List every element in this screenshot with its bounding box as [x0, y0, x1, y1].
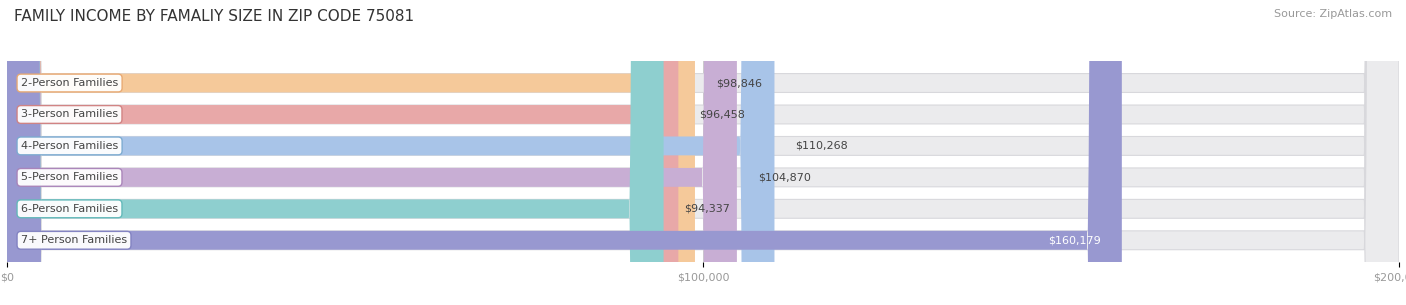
Text: $110,268: $110,268 — [796, 141, 848, 151]
FancyBboxPatch shape — [7, 0, 1122, 305]
FancyBboxPatch shape — [7, 0, 1399, 305]
FancyBboxPatch shape — [7, 0, 1399, 305]
Text: FAMILY INCOME BY FAMALIY SIZE IN ZIP CODE 75081: FAMILY INCOME BY FAMALIY SIZE IN ZIP COD… — [14, 9, 415, 24]
FancyBboxPatch shape — [7, 0, 1399, 305]
Text: 2-Person Families: 2-Person Families — [21, 78, 118, 88]
FancyBboxPatch shape — [7, 0, 678, 305]
FancyBboxPatch shape — [7, 0, 775, 305]
Text: 5-Person Families: 5-Person Families — [21, 172, 118, 182]
Text: $104,870: $104,870 — [758, 172, 811, 182]
Text: $96,458: $96,458 — [699, 109, 745, 120]
FancyBboxPatch shape — [7, 0, 664, 305]
FancyBboxPatch shape — [7, 0, 1399, 305]
FancyBboxPatch shape — [7, 0, 1399, 305]
Text: 4-Person Families: 4-Person Families — [21, 141, 118, 151]
FancyBboxPatch shape — [7, 0, 695, 305]
Text: $94,337: $94,337 — [685, 204, 730, 214]
FancyBboxPatch shape — [7, 0, 1399, 305]
FancyBboxPatch shape — [7, 0, 737, 305]
Text: $98,846: $98,846 — [716, 78, 762, 88]
Text: 3-Person Families: 3-Person Families — [21, 109, 118, 120]
Text: 6-Person Families: 6-Person Families — [21, 204, 118, 214]
Text: $160,179: $160,179 — [1049, 235, 1101, 245]
Text: 7+ Person Families: 7+ Person Families — [21, 235, 127, 245]
Text: Source: ZipAtlas.com: Source: ZipAtlas.com — [1274, 9, 1392, 19]
